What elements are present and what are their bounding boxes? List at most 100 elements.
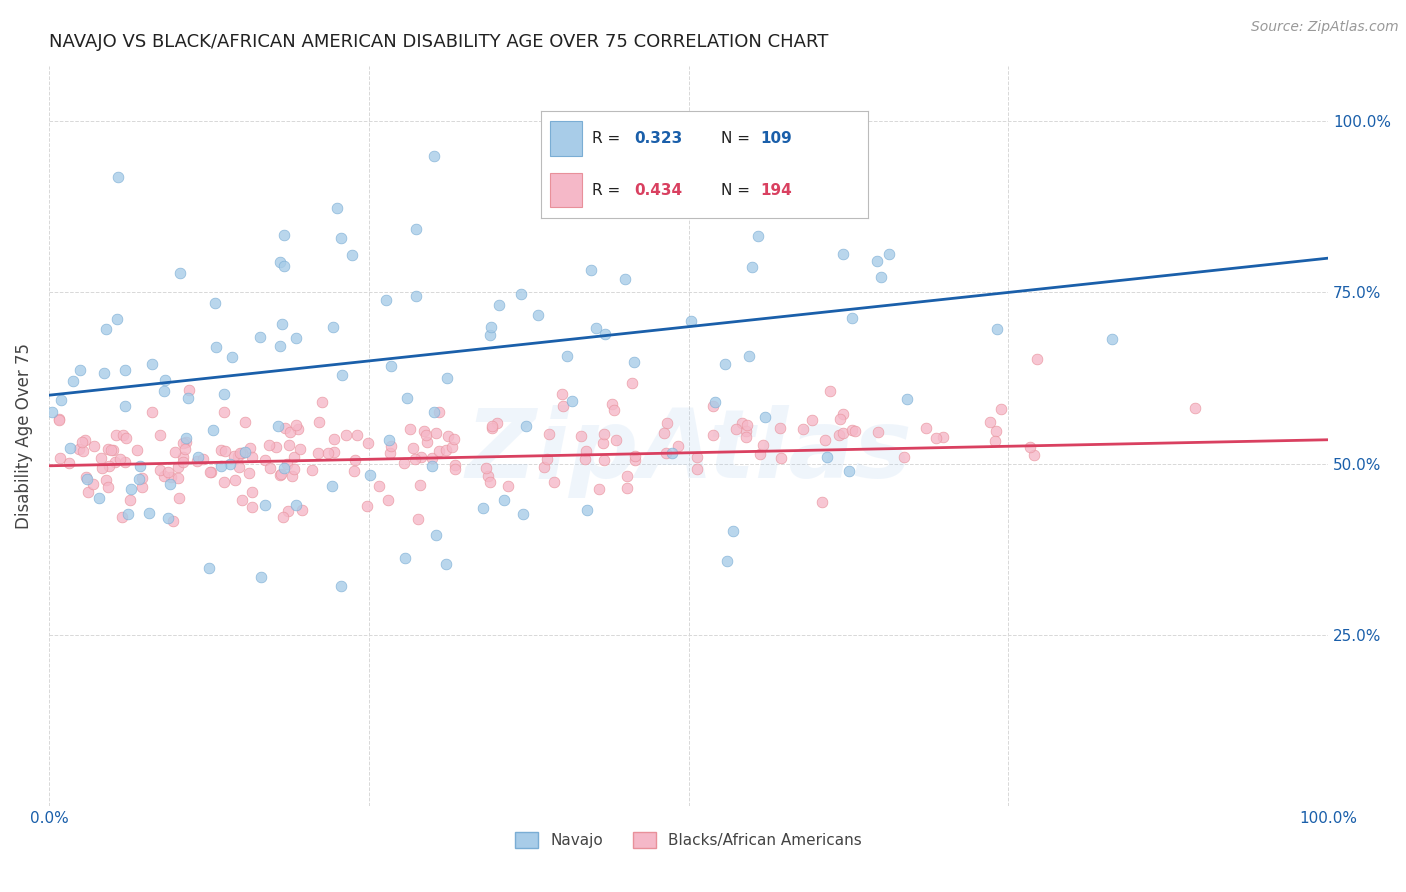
Point [308,415,330,429]
Point [283,462,305,476]
Point [769,421,792,435]
Point [76,484,98,499]
Point [343,464,366,478]
Point [259,461,281,475]
Point [41,405,63,419]
Point [434,442,457,457]
Point [277,504,299,518]
Point [270,467,292,481]
Point [1184,401,1206,415]
Point [588,483,610,497]
Point [120,493,142,508]
Point [273,228,295,243]
Point [335,427,357,442]
Point [602,397,624,411]
Point [569,429,592,443]
Point [408,478,430,492]
Point [533,460,555,475]
Point [415,428,437,442]
Point [679,314,702,328]
Point [283,450,305,464]
Point [224,473,246,487]
Point [443,432,465,446]
Point [585,321,607,335]
Point [120,483,142,497]
Point [273,461,295,475]
Point [380,438,402,452]
Point [321,479,343,493]
Point [713,357,735,371]
Point [105,311,128,326]
Text: ZipAtlas: ZipAtlas [465,405,912,498]
Point [536,451,558,466]
Point [702,399,724,413]
Point [257,438,280,452]
Point [156,511,179,525]
Point [481,421,503,435]
Point [420,458,443,473]
Point [291,503,314,517]
Point [378,446,401,460]
Point [114,363,136,377]
Point [107,170,129,185]
Point [405,222,427,236]
Point [162,514,184,528]
Point [75,470,97,484]
Point [239,441,262,455]
Point [209,442,232,457]
Point [479,327,502,342]
Point [253,453,276,467]
Point [141,357,163,371]
Point [58,457,80,471]
Y-axis label: Disability Age Over 75: Disability Age Over 75 [15,343,32,529]
Point [97,442,120,457]
Point [990,402,1012,417]
Point [267,419,290,434]
Point [475,461,498,475]
Point [287,422,309,436]
Point [811,494,834,508]
Point [686,450,709,464]
Point [828,428,851,442]
Text: Source: ZipAtlas.com: Source: ZipAtlas.com [1251,20,1399,34]
Point [111,428,134,442]
Point [925,431,948,445]
Point [233,415,256,429]
Point [543,475,565,489]
Point [841,310,863,325]
Point [436,371,458,385]
Point [555,349,578,363]
Point [818,384,841,398]
Point [623,355,645,369]
Point [169,267,191,281]
Point [429,443,451,458]
Point [342,248,364,262]
Point [224,450,246,464]
Point [575,443,598,458]
Point [984,434,1007,449]
Point [838,464,860,478]
Point [187,450,209,464]
Point [359,467,381,482]
Point [307,446,329,460]
Point [228,459,250,474]
Point [167,471,190,485]
Point [868,425,890,440]
Point [90,451,112,466]
Point [368,478,391,492]
Point [82,477,104,491]
Point [69,363,91,377]
Point [205,340,228,354]
Point [111,510,134,524]
Point [284,417,307,432]
Point [731,416,754,430]
Point [984,425,1007,439]
Point [409,450,432,465]
Point [595,327,617,342]
Point [405,289,427,303]
Point [427,405,450,419]
Point [752,438,775,452]
Point [815,450,838,465]
Point [233,445,256,459]
Point [91,461,114,475]
